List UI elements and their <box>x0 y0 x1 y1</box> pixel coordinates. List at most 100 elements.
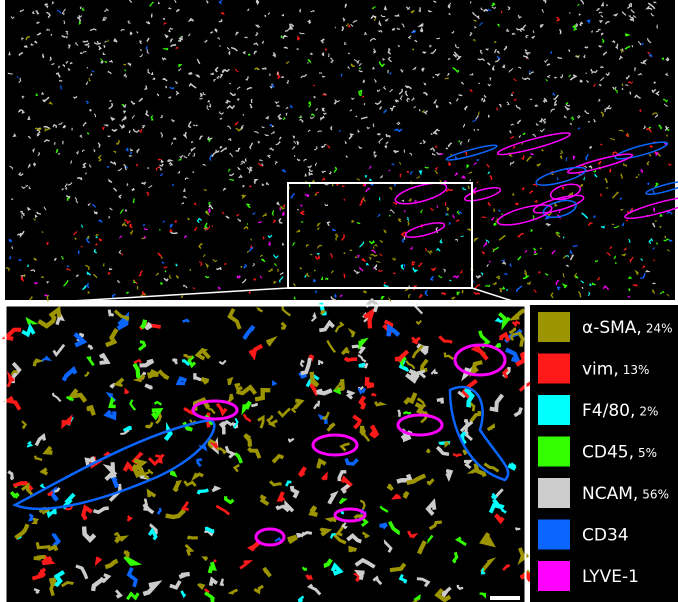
speck <box>567 265 569 266</box>
legend-label: NCAM, <box>582 484 638 504</box>
legend-swatch <box>538 520 570 550</box>
speck <box>638 174 639 175</box>
speck <box>390 215 391 216</box>
speck <box>137 32 138 33</box>
figure: α-SMA,24%vim,13%F4/80,2%CD45,5%NCAM,56%C… <box>0 0 678 602</box>
speck <box>474 129 475 130</box>
speck <box>196 125 197 126</box>
speck <box>630 19 633 20</box>
scale-bar <box>490 596 520 600</box>
speck <box>345 358 357 360</box>
speck <box>533 31 534 33</box>
speck <box>361 426 363 434</box>
legend-label: α-SMA, <box>582 318 642 338</box>
speck <box>655 221 657 222</box>
speck <box>380 524 387 528</box>
speck <box>471 471 474 473</box>
speck <box>317 253 319 254</box>
speck <box>341 74 342 76</box>
speck <box>502 213 503 214</box>
speck <box>215 560 216 562</box>
speck <box>270 125 272 126</box>
speck <box>493 68 494 70</box>
speck <box>152 410 160 417</box>
speck <box>192 172 194 173</box>
speck <box>322 476 326 480</box>
speck <box>144 237 146 238</box>
speck <box>188 537 198 539</box>
speck <box>183 320 190 322</box>
speck <box>269 73 270 75</box>
legend-swatch <box>538 354 570 384</box>
speck <box>421 29 423 32</box>
speck <box>23 214 24 215</box>
speck <box>425 248 426 250</box>
speck <box>126 390 129 393</box>
speck <box>351 331 354 337</box>
speck <box>310 355 313 358</box>
legend-label: vim, <box>582 360 619 380</box>
speck <box>449 13 450 14</box>
speck <box>612 224 614 225</box>
speck <box>361 397 364 410</box>
speck <box>531 154 532 155</box>
speck <box>516 203 518 205</box>
speck <box>110 101 112 102</box>
speck <box>394 184 396 186</box>
speck <box>573 156 575 159</box>
speck <box>229 51 230 54</box>
speck <box>462 290 463 293</box>
speck <box>173 184 174 185</box>
speck <box>636 177 638 178</box>
speck <box>427 449 430 452</box>
overview-image <box>5 0 675 300</box>
speck <box>428 11 430 12</box>
speck <box>107 167 110 168</box>
legend-percent: 13% <box>623 363 650 377</box>
speck <box>392 29 394 30</box>
speck <box>96 237 98 238</box>
speck <box>182 203 184 204</box>
speck <box>657 25 658 29</box>
speck <box>503 65 505 68</box>
speck <box>295 155 296 156</box>
speck <box>588 122 590 123</box>
speck <box>294 136 295 139</box>
legend-percent: 24% <box>646 322 673 336</box>
speck <box>626 220 628 221</box>
microscopy-figure: α-SMA,24%vim,13%F4/80,2%CD45,5%NCAM,56%C… <box>0 0 678 602</box>
speck <box>129 131 130 134</box>
speck <box>365 363 367 368</box>
speck <box>280 208 281 210</box>
legend-swatch <box>538 437 570 467</box>
speck <box>320 73 323 74</box>
speck <box>487 265 488 266</box>
speck <box>88 133 90 135</box>
speck <box>437 206 438 207</box>
speck <box>359 364 365 366</box>
speck <box>513 322 520 325</box>
legend-percent: 2% <box>639 405 658 419</box>
speck <box>453 454 462 456</box>
speck <box>62 189 64 191</box>
legend-swatch <box>538 478 570 508</box>
speck <box>656 243 657 245</box>
speck <box>586 73 587 74</box>
speck <box>608 108 611 109</box>
speck <box>654 260 655 261</box>
speck <box>194 203 195 205</box>
speck <box>405 210 406 212</box>
speck <box>251 99 252 103</box>
speck <box>649 127 651 128</box>
speck <box>193 125 195 126</box>
speck <box>385 146 387 148</box>
legend-swatch <box>538 561 570 591</box>
speck <box>358 131 359 132</box>
speck <box>478 113 479 115</box>
legend-percent: 5% <box>638 446 657 460</box>
speck <box>184 190 185 192</box>
speck <box>133 198 134 202</box>
speck <box>160 229 161 230</box>
speck <box>622 89 623 90</box>
legend-label: CD34 <box>582 526 629 546</box>
